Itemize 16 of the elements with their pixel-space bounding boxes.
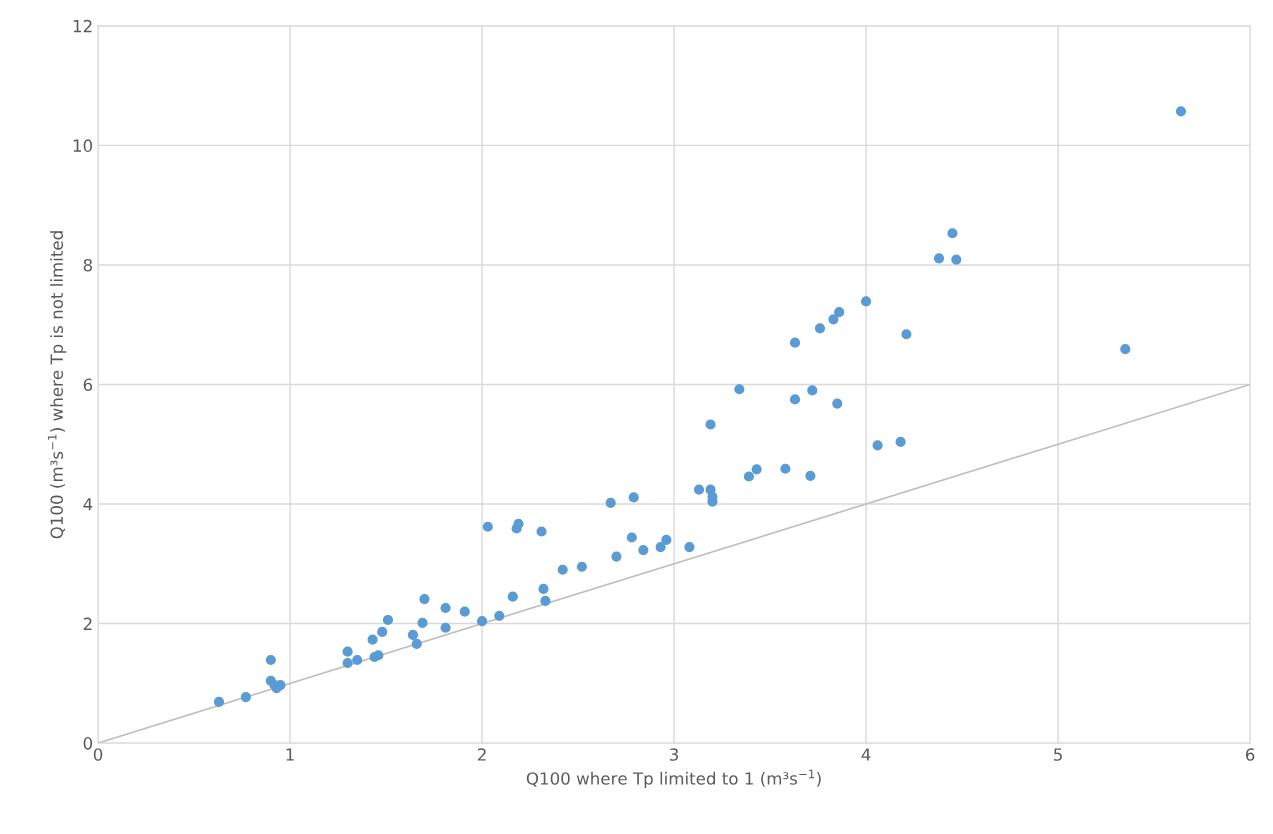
x-tick-label: 5 bbox=[1054, 748, 1062, 761]
y-tick-label: 4 bbox=[83, 498, 93, 511]
x-tick-label: 0 bbox=[93, 748, 103, 761]
y-axis-title: Q100 (m³s$^{−1}$) where Tp is not limited bbox=[47, 231, 67, 539]
x-tick-label: 2 bbox=[477, 748, 486, 761]
x-tick-label: 4 bbox=[861, 748, 871, 761]
x-tick-label: 3 bbox=[670, 748, 679, 761]
y-tick-label: 12 bbox=[73, 19, 92, 33]
y-tick-label: 0 bbox=[83, 737, 93, 750]
y-tick-label: 10 bbox=[73, 139, 93, 152]
y-tick-label: 2 bbox=[83, 617, 92, 630]
x-tick-label: 6 bbox=[1245, 748, 1255, 761]
y-tick-label: 6 bbox=[83, 378, 93, 392]
y-tick-label: 8 bbox=[83, 258, 93, 272]
x-tick-label: 1 bbox=[286, 748, 294, 761]
x-axis-title: Q100 where Tp limited to 1 (m³s$^{−1}$) bbox=[526, 769, 821, 788]
